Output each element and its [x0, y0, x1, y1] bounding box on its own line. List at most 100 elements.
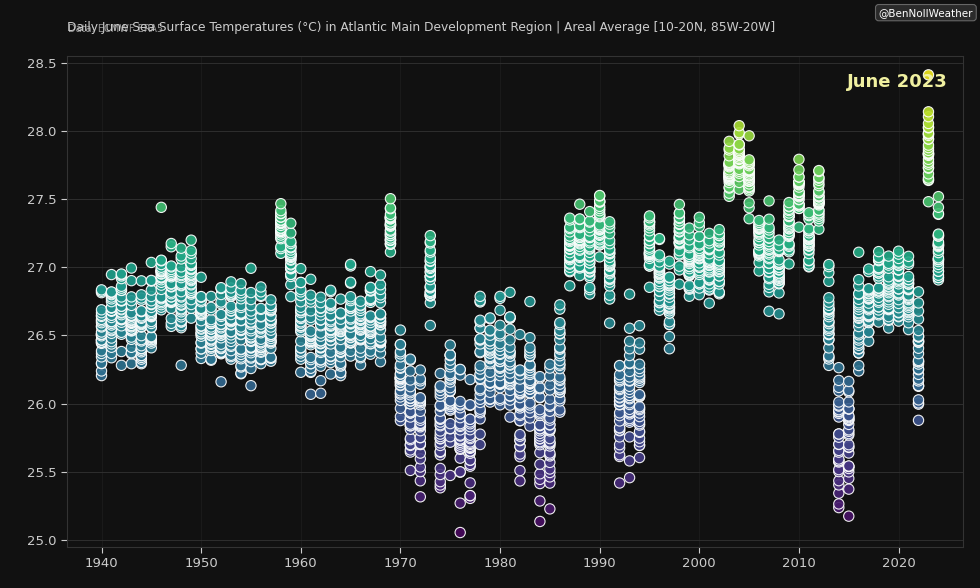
Point	[542, 438, 558, 447]
Point	[841, 404, 857, 413]
Point	[602, 246, 617, 255]
Point	[552, 372, 567, 382]
Point	[133, 313, 149, 323]
Point	[114, 304, 129, 313]
Point	[104, 323, 120, 333]
Point	[652, 291, 667, 300]
Point	[621, 367, 637, 376]
Point	[313, 310, 328, 320]
Point	[652, 272, 667, 281]
Point	[403, 382, 418, 392]
Point	[413, 440, 428, 449]
Point	[382, 225, 398, 235]
Point	[472, 323, 488, 333]
Point	[871, 286, 887, 296]
Point	[233, 310, 249, 319]
Point	[542, 420, 558, 429]
Point	[522, 379, 538, 388]
Point	[671, 208, 687, 218]
Point	[692, 240, 708, 250]
Point	[143, 333, 159, 343]
Point	[183, 288, 199, 297]
Point	[463, 446, 478, 456]
Point	[761, 268, 777, 277]
Point	[731, 172, 747, 181]
Point	[582, 236, 598, 246]
Point	[841, 448, 857, 457]
Point	[522, 378, 538, 387]
Point	[363, 346, 378, 356]
Point	[214, 299, 229, 309]
Point	[811, 194, 827, 203]
Point	[263, 316, 278, 326]
Point	[333, 309, 349, 319]
Point	[333, 324, 349, 333]
Point	[881, 303, 897, 313]
Point	[671, 238, 687, 248]
Point	[133, 319, 149, 328]
Point	[223, 340, 239, 350]
Point	[652, 302, 667, 311]
Point	[731, 155, 747, 164]
Point	[931, 255, 947, 265]
Point	[592, 252, 608, 262]
Point	[193, 354, 209, 363]
Point	[841, 440, 857, 449]
Point	[841, 415, 857, 424]
Point	[413, 416, 428, 425]
Point	[752, 223, 767, 233]
Point	[432, 434, 448, 443]
Point	[353, 315, 368, 324]
Point	[692, 246, 708, 255]
Point	[871, 263, 887, 272]
Point	[193, 303, 209, 313]
Point	[671, 234, 687, 243]
Point	[522, 363, 538, 372]
Point	[572, 199, 588, 209]
Point	[164, 292, 179, 302]
Point	[193, 327, 209, 336]
Point	[851, 344, 866, 353]
Point	[203, 343, 219, 353]
Point	[223, 303, 239, 313]
Point	[164, 298, 179, 307]
Point	[931, 260, 947, 269]
Point	[293, 321, 309, 330]
Point	[671, 250, 687, 260]
Point	[193, 292, 209, 301]
Point	[632, 419, 648, 429]
Point	[621, 393, 637, 402]
Point	[851, 311, 866, 320]
Point	[253, 287, 269, 296]
Point	[632, 427, 648, 437]
Point	[582, 264, 598, 273]
Point	[851, 248, 866, 257]
Point	[632, 440, 648, 450]
Point	[263, 334, 278, 343]
Point	[681, 259, 697, 268]
Point	[602, 295, 617, 304]
Point	[901, 307, 916, 316]
Point	[154, 266, 170, 276]
Point	[502, 374, 517, 383]
Point	[293, 320, 309, 330]
Point	[283, 242, 299, 252]
Point	[413, 440, 428, 449]
Point	[303, 331, 318, 340]
Point	[382, 209, 398, 219]
Point	[662, 276, 677, 285]
Point	[463, 455, 478, 465]
Point	[193, 309, 209, 318]
Point	[123, 324, 139, 333]
Point	[422, 261, 438, 270]
Point	[273, 212, 289, 222]
Point	[322, 301, 338, 310]
Point	[203, 329, 219, 338]
Point	[223, 315, 239, 324]
Point	[183, 272, 199, 282]
Point	[413, 421, 428, 430]
Point	[233, 308, 249, 318]
Point	[393, 372, 409, 381]
Point	[353, 343, 368, 353]
Point	[203, 322, 219, 332]
